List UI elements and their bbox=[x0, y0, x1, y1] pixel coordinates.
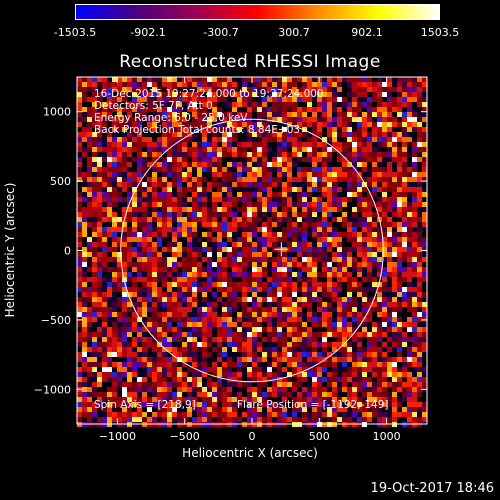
chart-title: Reconstructed RHESSI Image bbox=[119, 52, 381, 72]
plot-timestamp: 19-Oct-2017 18:46 bbox=[370, 481, 494, 496]
x-tick-label: 1000 bbox=[373, 430, 401, 443]
y-axis-label: Heliocentric Y (arcsec) bbox=[3, 182, 17, 318]
y-tick-label: 0 bbox=[64, 245, 71, 258]
y-tick-label: −500 bbox=[41, 314, 71, 327]
x-tick-label: 0 bbox=[249, 430, 256, 443]
annotation-spin-axis: Spin Axis = [218,9] bbox=[94, 399, 196, 411]
x-tick-label: −1000 bbox=[99, 430, 136, 443]
image-pixels bbox=[77, 77, 427, 427]
y-tick-label: 500 bbox=[50, 175, 71, 188]
annotation-time-range: 16-Dec-2015 19:27:24.000 to 19:37:24.000 bbox=[94, 88, 324, 100]
annotation-energy-range: Energy Range: 6.0 - 25.0 keV bbox=[94, 112, 248, 124]
axes-ticks: −1000 −500 0 500 1000 −1000 −500 0 500 1000 bbox=[34, 77, 427, 443]
colorbar bbox=[75, 4, 440, 20]
x-axis-label: Heliocentric X (arcsec) bbox=[182, 446, 318, 460]
colorbar-tick-label: -1503.5 bbox=[53, 26, 97, 39]
colorbar-tick-label: -902.1 bbox=[130, 26, 166, 39]
colorbar-tick-label: 300.7 bbox=[278, 26, 310, 39]
colorbar-tick-label: 902.1 bbox=[351, 26, 383, 39]
annotation-flare-position: Flare Position = [-1192,-149] bbox=[237, 399, 389, 411]
annotation-method-counts: Back Projection Total counts: 8.84E+03 bbox=[94, 124, 300, 136]
annotation-detectors: Detectors: 5F 7F, Att 0 bbox=[94, 100, 213, 112]
solar-limb-circle bbox=[120, 118, 384, 383]
colorbar-tick-label: -300.7 bbox=[203, 26, 239, 39]
x-tick-label: −500 bbox=[170, 430, 200, 443]
x-tick-label: 500 bbox=[309, 430, 330, 443]
y-tick-label: −1000 bbox=[34, 383, 71, 396]
colorbar-tick-label: 1503.5 bbox=[420, 26, 460, 39]
spin-axis-cross bbox=[274, 242, 289, 257]
y-tick-label: 1000 bbox=[43, 106, 71, 119]
